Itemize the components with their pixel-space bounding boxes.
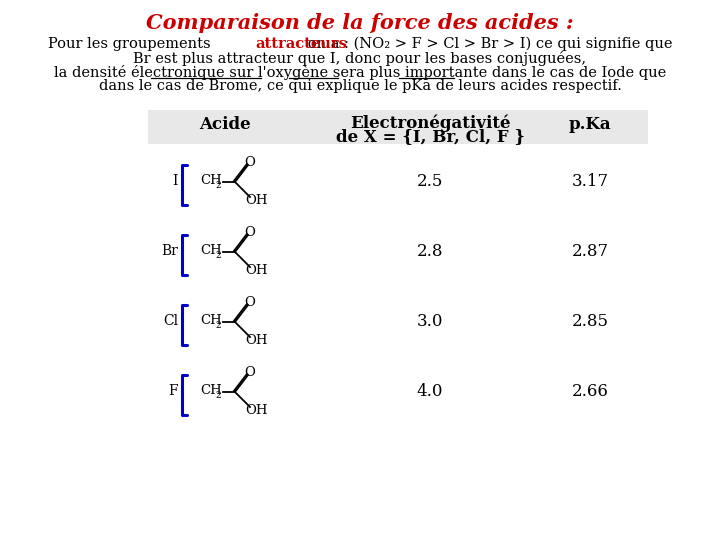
Text: CH: CH: [200, 384, 222, 397]
Text: Acide: Acide: [199, 116, 251, 133]
Text: Pour les groupements                     on a : (NO₂ > F > Cl > Br > I) ce qui s: Pour les groupements on a : (NO₂ > F > C…: [48, 37, 672, 51]
Text: Br: Br: [161, 244, 178, 258]
Text: 2.85: 2.85: [572, 314, 608, 330]
Text: OH: OH: [245, 264, 267, 276]
Text: 2: 2: [215, 321, 220, 330]
Text: 4.0: 4.0: [417, 383, 444, 401]
Text: Electronégativité: Electronégativité: [350, 114, 510, 132]
Text: de X = {I, Br, Cl, F }: de X = {I, Br, Cl, F }: [336, 128, 524, 145]
Text: OH: OH: [245, 334, 267, 347]
Text: O: O: [245, 366, 256, 379]
Text: CH: CH: [200, 314, 222, 327]
Text: F: F: [168, 384, 178, 398]
Text: OH: OH: [245, 193, 267, 206]
Text: 2.8: 2.8: [417, 244, 444, 260]
Text: 2.87: 2.87: [572, 244, 608, 260]
Text: CH: CH: [200, 174, 222, 187]
Text: Br est plus attracteur que I, donc pour les bases conjuguées,: Br est plus attracteur que I, donc pour …: [133, 51, 587, 66]
Text: Comparaison de la force des acides :: Comparaison de la force des acides :: [146, 13, 574, 33]
Text: 3.0: 3.0: [417, 314, 444, 330]
Text: 2: 2: [215, 252, 220, 260]
Text: 2: 2: [215, 181, 220, 191]
Text: attracteurs: attracteurs: [255, 37, 347, 51]
Text: la densité électronique sur l'oxygène sera plus importante dans le cas de Iode q: la densité électronique sur l'oxygène se…: [54, 65, 666, 80]
Text: O: O: [245, 156, 256, 168]
Text: OH: OH: [245, 403, 267, 416]
Text: O: O: [245, 226, 256, 239]
Text: Cl: Cl: [163, 314, 178, 328]
Text: 2.5: 2.5: [417, 173, 444, 191]
Bar: [148, 110, 648, 144]
Text: dans le cas de Brome, ce qui explique le pKa de leurs acides respectif.: dans le cas de Brome, ce qui explique le…: [99, 79, 621, 93]
Text: CH: CH: [200, 245, 222, 258]
Text: O: O: [245, 295, 256, 308]
Text: 2: 2: [215, 392, 220, 401]
Text: 3.17: 3.17: [572, 173, 608, 191]
Text: 2.66: 2.66: [572, 383, 608, 401]
Text: I: I: [173, 174, 178, 188]
Text: p.Ka: p.Ka: [569, 116, 611, 133]
